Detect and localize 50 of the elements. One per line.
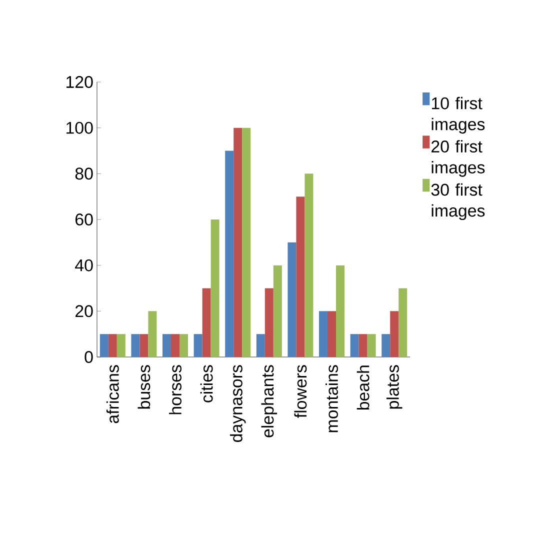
bar: [162, 334, 172, 357]
x-tick-label: plates: [386, 365, 402, 409]
bar: [194, 334, 202, 357]
x-tick-label: montains: [326, 365, 338, 432]
bar: [273, 265, 282, 357]
bar: [100, 334, 108, 357]
bar: [398, 288, 408, 357]
y-tick-label: 80: [75, 168, 93, 180]
x-tick-label: beach: [356, 366, 370, 410]
bar: [225, 150, 234, 357]
legend-label: 30 first images: [431, 183, 485, 220]
bar: [304, 174, 314, 357]
bar: [210, 219, 220, 357]
bar: [296, 196, 305, 357]
x-tick-label: elephants: [261, 365, 278, 438]
x-tick-label: daynasors: [230, 365, 246, 442]
legend-label: 10 first images: [432, 96, 485, 134]
bar: [242, 128, 251, 357]
bar: [367, 334, 376, 357]
y-tick-label: 60: [76, 214, 93, 226]
x-tick-label: africans: [106, 365, 119, 424]
legend-label: 20 first images: [432, 140, 485, 177]
bar: [180, 334, 188, 357]
y-tick-label: 100: [66, 122, 93, 134]
bar: [131, 334, 140, 357]
x-tick-label: horses: [169, 365, 182, 414]
bar: [234, 128, 242, 357]
bar: [116, 334, 126, 357]
bar: [140, 334, 148, 357]
bar: [358, 334, 368, 357]
x-tick-label: cities: [200, 365, 213, 402]
bar: [350, 334, 359, 357]
bar: [336, 265, 345, 357]
y-tick-label: 0: [84, 351, 93, 363]
x-tick-label: buses: [138, 365, 150, 409]
y-tick-label: 40: [75, 259, 93, 272]
bar: [148, 311, 157, 357]
bar: [264, 288, 274, 357]
bar: [202, 288, 211, 357]
x-tick-label: flowers: [294, 365, 307, 418]
bar: [390, 311, 399, 357]
bar: [288, 242, 296, 357]
bar: [108, 334, 117, 357]
bar: [382, 334, 390, 357]
bar: [256, 334, 265, 357]
bar: [171, 334, 180, 357]
bar: [319, 311, 328, 357]
y-tick-label: 120: [66, 76, 93, 88]
bar: [328, 311, 336, 357]
y-tick-label: 20: [76, 305, 93, 318]
